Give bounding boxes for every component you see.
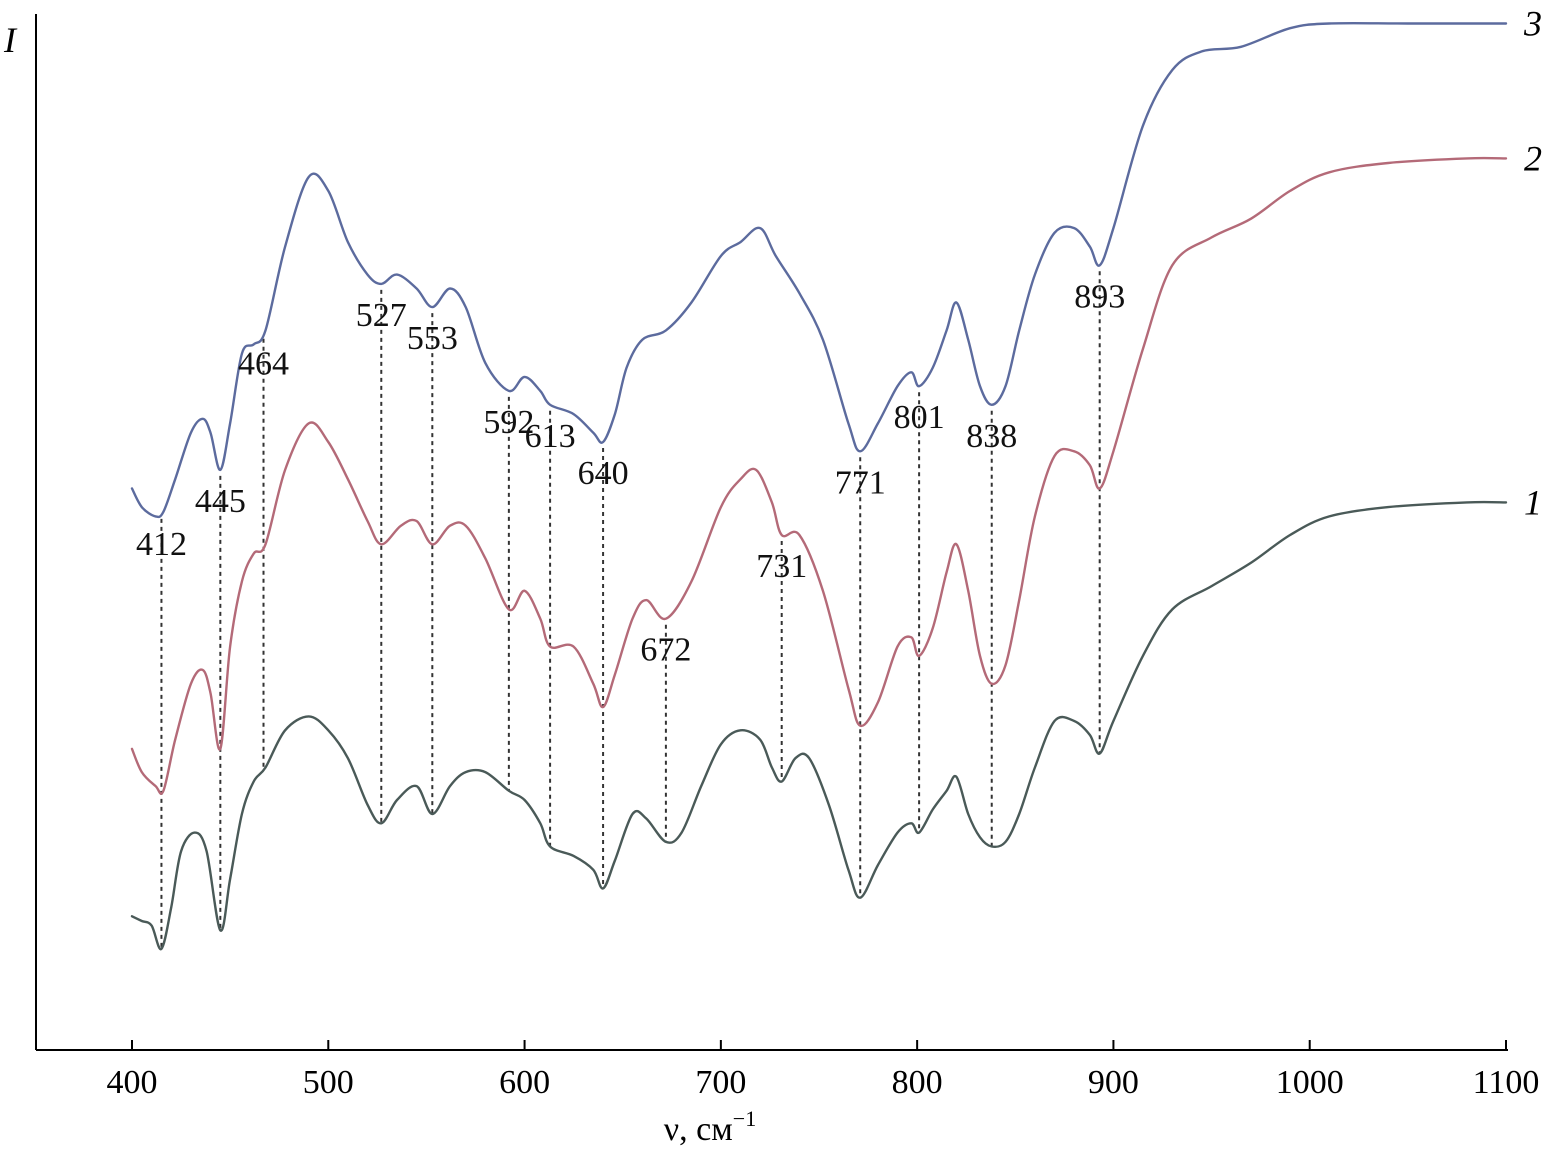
peak-label-527: 527 bbox=[356, 297, 407, 334]
y-axis-label: I bbox=[3, 20, 18, 60]
x-tick-label-400: 400 bbox=[107, 1064, 158, 1101]
peak-label-412: 412 bbox=[136, 526, 187, 563]
series-1-label: 1 bbox=[1524, 482, 1542, 522]
peak-guides bbox=[160, 271, 1101, 949]
x-tick-label-1000: 1000 bbox=[1276, 1064, 1344, 1101]
peak-label-445: 445 bbox=[195, 483, 246, 520]
series-3-label: 3 bbox=[1523, 4, 1542, 44]
peak-label-613: 613 bbox=[525, 418, 576, 455]
peak-label-592: 592 bbox=[483, 404, 534, 441]
x-axis-label: ν, см−1 bbox=[664, 1106, 756, 1148]
x-tick-label-1100: 1100 bbox=[1473, 1064, 1540, 1101]
x-tick-label-900: 900 bbox=[1088, 1064, 1139, 1101]
series-1-line bbox=[130, 500, 1508, 951]
x-ticks: 400 500 600 700 800 900 1000 1100 bbox=[107, 1040, 1540, 1101]
peak-label-640: 640 bbox=[578, 455, 629, 492]
peak-label-838: 838 bbox=[966, 418, 1017, 455]
x-tick-label-500: 500 bbox=[303, 1064, 354, 1101]
x-tick-label-600: 600 bbox=[499, 1064, 550, 1101]
x-axis-label-main: ν, см bbox=[664, 1111, 733, 1148]
series-2-line bbox=[130, 156, 1508, 795]
series-3-line bbox=[130, 21, 1508, 519]
peak-label-464: 464 bbox=[238, 346, 289, 383]
peak-label-801: 801 bbox=[894, 399, 945, 436]
series-2-label: 2 bbox=[1524, 138, 1542, 178]
peak-label-893: 893 bbox=[1074, 278, 1125, 315]
peak-label-553: 553 bbox=[407, 320, 458, 357]
x-tick-label-800: 800 bbox=[892, 1064, 943, 1101]
series-labels: 1 2 3 bbox=[1523, 4, 1542, 523]
x-axis-label-sup: −1 bbox=[733, 1106, 756, 1131]
x-tick-label-700: 700 bbox=[695, 1064, 746, 1101]
peak-label-672: 672 bbox=[640, 632, 691, 669]
peak-label-771: 771 bbox=[835, 464, 886, 501]
peak-label-731: 731 bbox=[756, 548, 807, 585]
series-group bbox=[130, 21, 1508, 951]
